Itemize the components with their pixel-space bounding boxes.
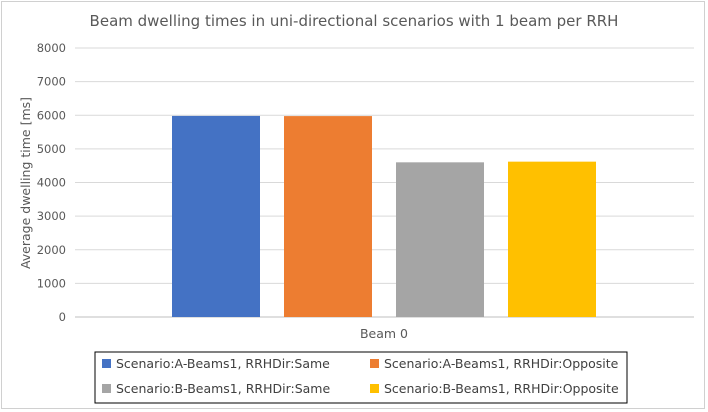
legend-label: Scenario:B-Beams1, RRHDir:Same (116, 381, 330, 396)
y-axis-label: Average dwelling time [ms] (18, 97, 33, 269)
bar-2 (284, 116, 372, 317)
gridlines (75, 47, 694, 318)
bars (172, 115, 596, 317)
legend-swatch (370, 359, 379, 368)
bar-3 (396, 162, 484, 317)
y-tick-label: 5000 (37, 142, 66, 156)
legend-box (94, 351, 628, 404)
legend-swatch (102, 384, 111, 393)
y-axis-ticks: 0 1000 2000 3000 4000 5000 6000 7000 8000 (37, 41, 66, 324)
legend-label: Scenario:A-Beams1, RRHDir:Opposite (384, 356, 619, 371)
legend-label: Scenario:B-Beams1, RRHDir:Opposite (384, 381, 619, 396)
y-tick-label: 6000 (37, 108, 66, 122)
legend-label: Scenario:A-Beams1, RRHDir:Same (116, 356, 330, 371)
chart-title: Beam dwelling times in uni-directional s… (90, 12, 619, 30)
y-tick-label: 2000 (37, 243, 66, 257)
legend: Scenario:A-Beams1, RRHDir:Same Scenario:A… (94, 351, 628, 404)
y-tick-label: 8000 (37, 41, 66, 55)
bar-4 (508, 161, 596, 317)
bar-1 (172, 115, 260, 317)
y-tick-label: 7000 (37, 75, 66, 89)
y-tick-label: 3000 (37, 209, 66, 223)
y-tick-label: 1000 (37, 276, 66, 290)
y-tick-label: 4000 (37, 176, 66, 190)
y-tick-label: 0 (59, 310, 66, 324)
legend-swatch (370, 384, 379, 393)
x-axis-label: Beam 0 (360, 326, 408, 341)
legend-swatch (102, 359, 111, 368)
